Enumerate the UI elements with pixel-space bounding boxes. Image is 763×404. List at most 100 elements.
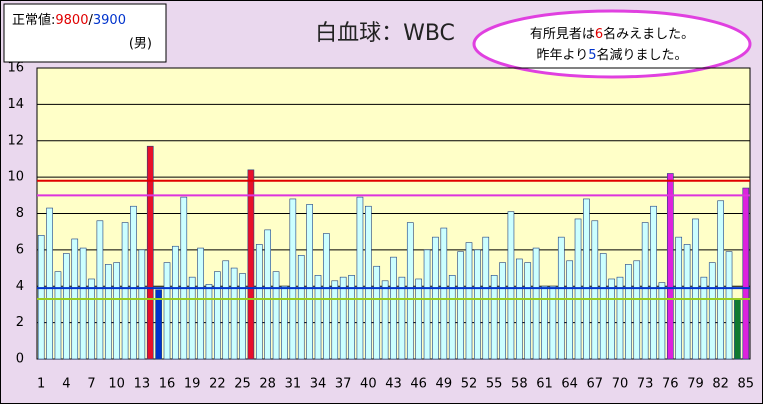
y-tick-label: 14 [7,97,24,112]
bar [725,251,733,360]
bar [406,222,414,360]
bar [717,200,724,360]
bar [423,249,431,360]
bar [339,276,347,360]
bar [507,211,515,360]
bar [625,264,632,360]
bar [121,222,129,360]
x-tick-label: 19 [184,377,201,392]
x-tick-label: 31 [285,377,302,392]
bar [205,284,213,360]
bar [398,276,406,360]
y-tick-label: 0 [16,352,24,367]
bar [708,262,716,360]
bar [734,298,741,360]
annotation-part: 5 [588,48,596,63]
normal-range-lower: 3900 [93,13,126,28]
normal-range-box [3,3,167,63]
x-tick-label: 4 [62,377,70,392]
y-tick-label: 10 [7,170,24,185]
bar [331,280,339,360]
bar [499,262,506,360]
bar [583,198,590,360]
bar [314,275,322,360]
bar [239,273,246,360]
bar [516,258,523,360]
bar [289,198,297,360]
annotation-part: 名減りました。 [597,47,688,63]
bar [323,233,330,360]
bar [264,229,271,360]
bar [88,278,95,360]
annotation-oval [472,9,752,79]
x-tick-label: 46 [410,377,427,392]
bar [172,245,179,360]
bar [46,207,53,360]
annotation-part: 昨年より [536,48,588,63]
bar [633,260,641,360]
y-tick-label: 8 [16,206,24,221]
x-tick-label: 52 [461,377,478,392]
x-tick-label: 70 [612,377,629,392]
x-tick-label: 25 [234,377,251,392]
annotation-line: 有所見者は6名みえました。 [530,26,694,42]
bar [79,247,87,360]
bar [381,280,389,360]
y-tick-label: 6 [16,242,24,257]
x-tick-label: 55 [486,377,503,392]
y-tick-label: 12 [7,133,24,148]
x-tick-label: 7 [87,377,95,392]
x-tick-label: 85 [738,377,755,392]
bar [281,285,288,360]
bar [297,255,305,360]
bar [222,260,230,360]
bar [37,235,45,360]
x-tick-label: 40 [360,377,377,392]
y-tick-label: 16 [7,61,24,76]
bar [700,276,708,360]
bar [448,275,456,360]
annotation: 有所見者は6名みえました。昨年より5名減りました。 [530,26,694,63]
annotation-part: 名みえました。 [603,26,694,42]
bar [541,285,548,360]
x-tick-label: 37 [335,377,352,392]
bar [591,220,599,360]
bar [356,196,364,360]
bar [230,267,238,360]
bar [666,173,674,360]
bar [566,260,573,360]
x-tick-label: 1 [37,377,45,392]
bar [54,271,62,360]
annotation-part: 6 [595,27,603,42]
bar [96,220,104,360]
bar [415,278,422,360]
bar [474,249,481,360]
bar [180,196,188,360]
bar [163,262,171,360]
x-tick-label: 34 [310,377,327,392]
bar [214,271,221,360]
x-tick-label: 64 [561,377,578,392]
bar [365,205,372,360]
bar [104,264,112,360]
x-tick-label: 49 [436,377,453,392]
x-tick-label: 67 [587,377,604,392]
bar [650,205,657,360]
bar [658,282,666,360]
bar [197,247,204,360]
bar [390,256,397,360]
bar [683,244,691,360]
bar [440,227,448,360]
bar [130,205,137,360]
bar [532,247,540,360]
bar [465,242,473,360]
x-tick-label: 76 [662,377,679,392]
x-tick-label: 79 [687,377,704,392]
bar [599,253,607,360]
bar [490,275,498,360]
bar [549,285,557,360]
x-tick-label: 22 [209,377,226,392]
x-tick-label: 28 [259,377,276,392]
annotation-part: 有所見者は [530,27,595,42]
